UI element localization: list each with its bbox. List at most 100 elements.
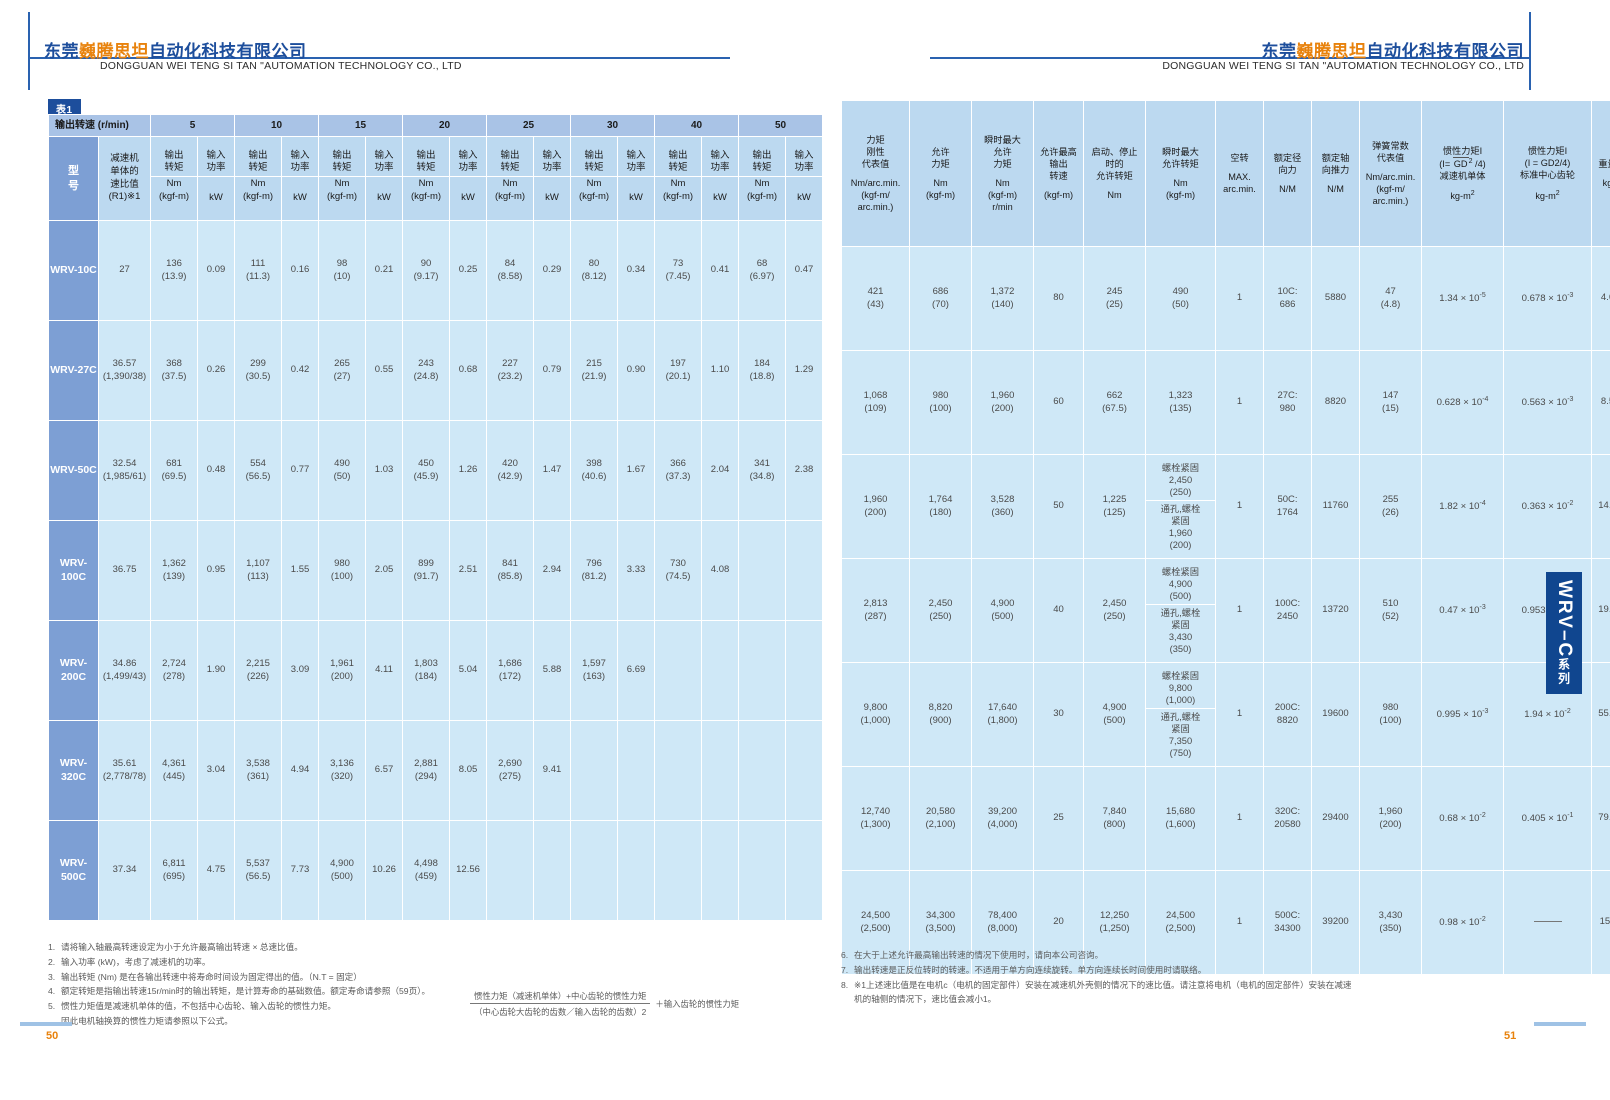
power-cell-r4-c3: 5.04	[449, 620, 488, 721]
model-cell-WRV-500C[interactable]: WRV-500C	[48, 820, 99, 921]
start-stop-cell-3: 2,450 (250)	[1083, 558, 1146, 663]
torque-cell-r6-c5	[570, 820, 619, 921]
inertia-center-gear-cell-0: 0.678 × 10-3	[1503, 246, 1592, 351]
bolt-fixed-sub-4: 螺栓紧固 9,800 (1,000)	[1146, 667, 1215, 709]
bolt-fixed-sub-3: 螺栓紧固 4,900 (500)	[1146, 563, 1215, 605]
moment-cell-4: 螺栓紧固 9,800 (1,000) 通孔,螺栓 紧固 7,350 (750)	[1145, 662, 1216, 767]
torque-unit-3: Nm (kgf-m)	[402, 176, 451, 221]
power-cell-r4-c2: 4.11	[365, 620, 404, 721]
power-cell-r1-c6: 1.10	[701, 320, 740, 421]
allowable-torque-cell-5: 20,580 (2,100)	[909, 766, 972, 871]
weight-cell-6: 154	[1591, 870, 1610, 975]
power-cell-r6-c6	[701, 820, 740, 921]
bolt-fixed-sub-2: 螺栓紧固 2,450 (250)	[1146, 459, 1215, 501]
model-cell-WRV-200C[interactable]: WRV-200C	[48, 620, 99, 721]
max-speed-cell-0: 80	[1033, 246, 1084, 351]
torque-cell-r4-c7	[738, 620, 787, 721]
model-cell-WRV-27C[interactable]: WRV-27C	[48, 320, 99, 421]
rigidity-cell-5: 12,740 (1,300)	[841, 766, 910, 871]
model-cell-WRV-320C[interactable]: WRV-320C	[48, 720, 99, 821]
allowable-torque-cell-1: 980 (100)	[909, 350, 972, 455]
specification-table: 力矩 刚性 代表值 Nm/arc.min. (kgf-m/arc.min.) 允许 力矩 Nm…	[841, 100, 1610, 975]
series-side-tab[interactable]: WRV–C 系列	[1546, 572, 1582, 694]
right-page-number: 51	[1504, 1030, 1517, 1042]
axial-force-cell-6: 39200	[1311, 870, 1360, 975]
power-cell-r2-c2: 1.03	[365, 420, 404, 521]
inertia-gearbox-cell-3: 0.47 × 10-3	[1421, 558, 1504, 663]
torque-cell-r1-c7: 184 (18.8)	[738, 320, 787, 421]
start-stop-cell-2: 1,225 (125)	[1083, 454, 1146, 559]
spec-header-inertia-gearbox: 惯性力矩I (I= GD2 /4) 减速机单体 kg-m2	[1421, 100, 1504, 247]
torque-cell-r0-c3: 90 (9.17)	[402, 220, 451, 321]
torque-cell-r4-c0: 2,724 (278)	[150, 620, 199, 721]
power-cell-r5-c0: 3.04	[197, 720, 236, 821]
max-speed-cell-1: 60	[1033, 350, 1084, 455]
ratio-cell-0: 27	[97, 220, 152, 321]
right-company-name-cn: 东莞巍腾思坦自动化科技有限公司	[1262, 37, 1525, 62]
left-footnote-2: 2. 输入功率 (kW)，考虑了减速机的功率。	[48, 956, 211, 967]
in-power-subheader-0: 输入 功率	[197, 136, 236, 177]
in-power-subheader-3: 输入 功率	[449, 136, 488, 177]
in-power-subheader-1: 输入 功率	[281, 136, 320, 177]
left-header-vline	[28, 12, 30, 90]
model-cell-WRV-50C[interactable]: WRV-50C	[48, 420, 99, 521]
start-stop-cell-4: 4,900 (500)	[1083, 662, 1146, 767]
company-cn-prefix: 东莞	[44, 42, 79, 61]
weight-cell-3: 19.5	[1591, 558, 1610, 663]
through-bolt-sub-3: 通孔,螺栓 紧固 3,430 (350)	[1146, 604, 1215, 658]
moment-cell-1: 1,323 (135)	[1145, 350, 1216, 455]
subheader-row-1: 型号减速机 单体的 速比值 (R1)※1 输出 转矩 输入 功率 输出 转矩 输入 功率 输出 转矩 输入功…	[48, 136, 824, 221]
power-cell-r0-c2: 0.21	[365, 220, 404, 321]
power-cell-r3-c7	[785, 520, 824, 621]
left-footnote-4: 4. 额定转矩是指输出转速15r/min时的输出转矩，是计算寿命的基础数值。额定寿…	[48, 986, 431, 997]
torque-cell-r0-c7: 68 (6.97)	[738, 220, 787, 321]
speed-col-15: 15	[318, 114, 404, 137]
power-cell-r4-c4: 5.88	[533, 620, 572, 721]
model-cell-WRV-10C[interactable]: WRV-10C	[48, 220, 99, 321]
power-cell-r6-c1: 7.73	[281, 820, 320, 921]
power-cell-r0-c1: 0.16	[281, 220, 320, 321]
spec-header-instant-max-allowable-torque: 瞬时最大 允许 力矩 Nm (kgf-m) r/min	[971, 100, 1034, 247]
left-footnote-5: 5. 惯性力矩值是减速机单体的值，不包括中心齿轮、输入齿轮的惯性力矩。	[48, 1001, 337, 1012]
table-row: WRV-320C 35.61 (2,778/78) 4,361 (445) 3.04 3,5…	[48, 720, 824, 821]
torque-cell-r2-c7: 341 (34.8)	[738, 420, 787, 521]
torque-cell-r5-c3: 2,881 (294)	[402, 720, 451, 821]
power-cell-r1-c2: 0.55	[365, 320, 404, 421]
right-footnote-4-cont: 机的轴侧的情况下，速比值会减小1。	[854, 994, 997, 1005]
speed-col-40: 40	[654, 114, 740, 137]
torque-cell-r2-c1: 554 (56.5)	[234, 420, 283, 521]
out-torque-subheader-1: 输出 转矩	[234, 136, 283, 177]
max-speed-cell-6: 20	[1033, 870, 1084, 975]
ratio-cell-3: 36.75	[97, 520, 152, 621]
instant-torque-cell-2: 3,528 (360)	[971, 454, 1034, 559]
torque-unit-5: Nm (kgf-m)	[570, 176, 619, 221]
instant-torque-cell-1: 1,960 (200)	[971, 350, 1034, 455]
formula-tail: ＋输入齿轮的惯性力矩	[655, 999, 740, 1009]
right-company-name-en: DONGGUAN WEI TENG SI TAN "AUTOMATION TEC…	[1162, 60, 1524, 72]
torque-cell-r5-c7	[738, 720, 787, 821]
spec-header-allowable-torque: 允许 力矩 Nm (kgf-m)	[909, 100, 972, 247]
radial-force-cell-3: 100C: 2450	[1263, 558, 1312, 663]
power-cell-r6-c2: 10.26	[365, 820, 404, 921]
spring-constant-cell-0: 47 (4.8)	[1359, 246, 1422, 351]
power-unit-6: kW	[701, 176, 740, 221]
torque-cell-r3-c4: 841 (85.8)	[486, 520, 535, 621]
model-cell-WRV-100C[interactable]: WRV-100C	[48, 520, 99, 621]
power-cell-r3-c5: 3.33	[617, 520, 656, 621]
weight-cell-2: 14.6	[1591, 454, 1610, 559]
weight-cell-4: 55.6	[1591, 662, 1610, 767]
torque-cell-r1-c4: 227 (23.2)	[486, 320, 535, 421]
power-cell-r0-c6: 0.41	[701, 220, 740, 321]
spring-constant-cell-4: 980 (100)	[1359, 662, 1422, 767]
power-cell-r6-c5	[617, 820, 656, 921]
power-cell-r2-c6: 2.04	[701, 420, 740, 521]
torque-cell-r6-c2: 4,900 (500)	[318, 820, 367, 921]
in-power-subheader-6: 输入 功率	[701, 136, 740, 177]
ratio-cell-2: 32.54 (1,985/61)	[97, 420, 152, 521]
in-power-subheader-4: 输入 功率	[533, 136, 572, 177]
torque-cell-r1-c1: 299 (30.5)	[234, 320, 283, 421]
table-row: 24,500 (2,500) 34,300 (3,500) 78,400 (8,000) 2…	[841, 870, 1610, 975]
table-row: 1,068 (109) 980 (100) 1,960 (200) 60 662 (67.5) 1…	[841, 350, 1610, 455]
spec-header-weight: 重量kg	[1591, 100, 1610, 247]
left-footnote-6-cont: 因此电机轴换算的惯性力矩请参照以下公式。	[61, 1015, 233, 1026]
